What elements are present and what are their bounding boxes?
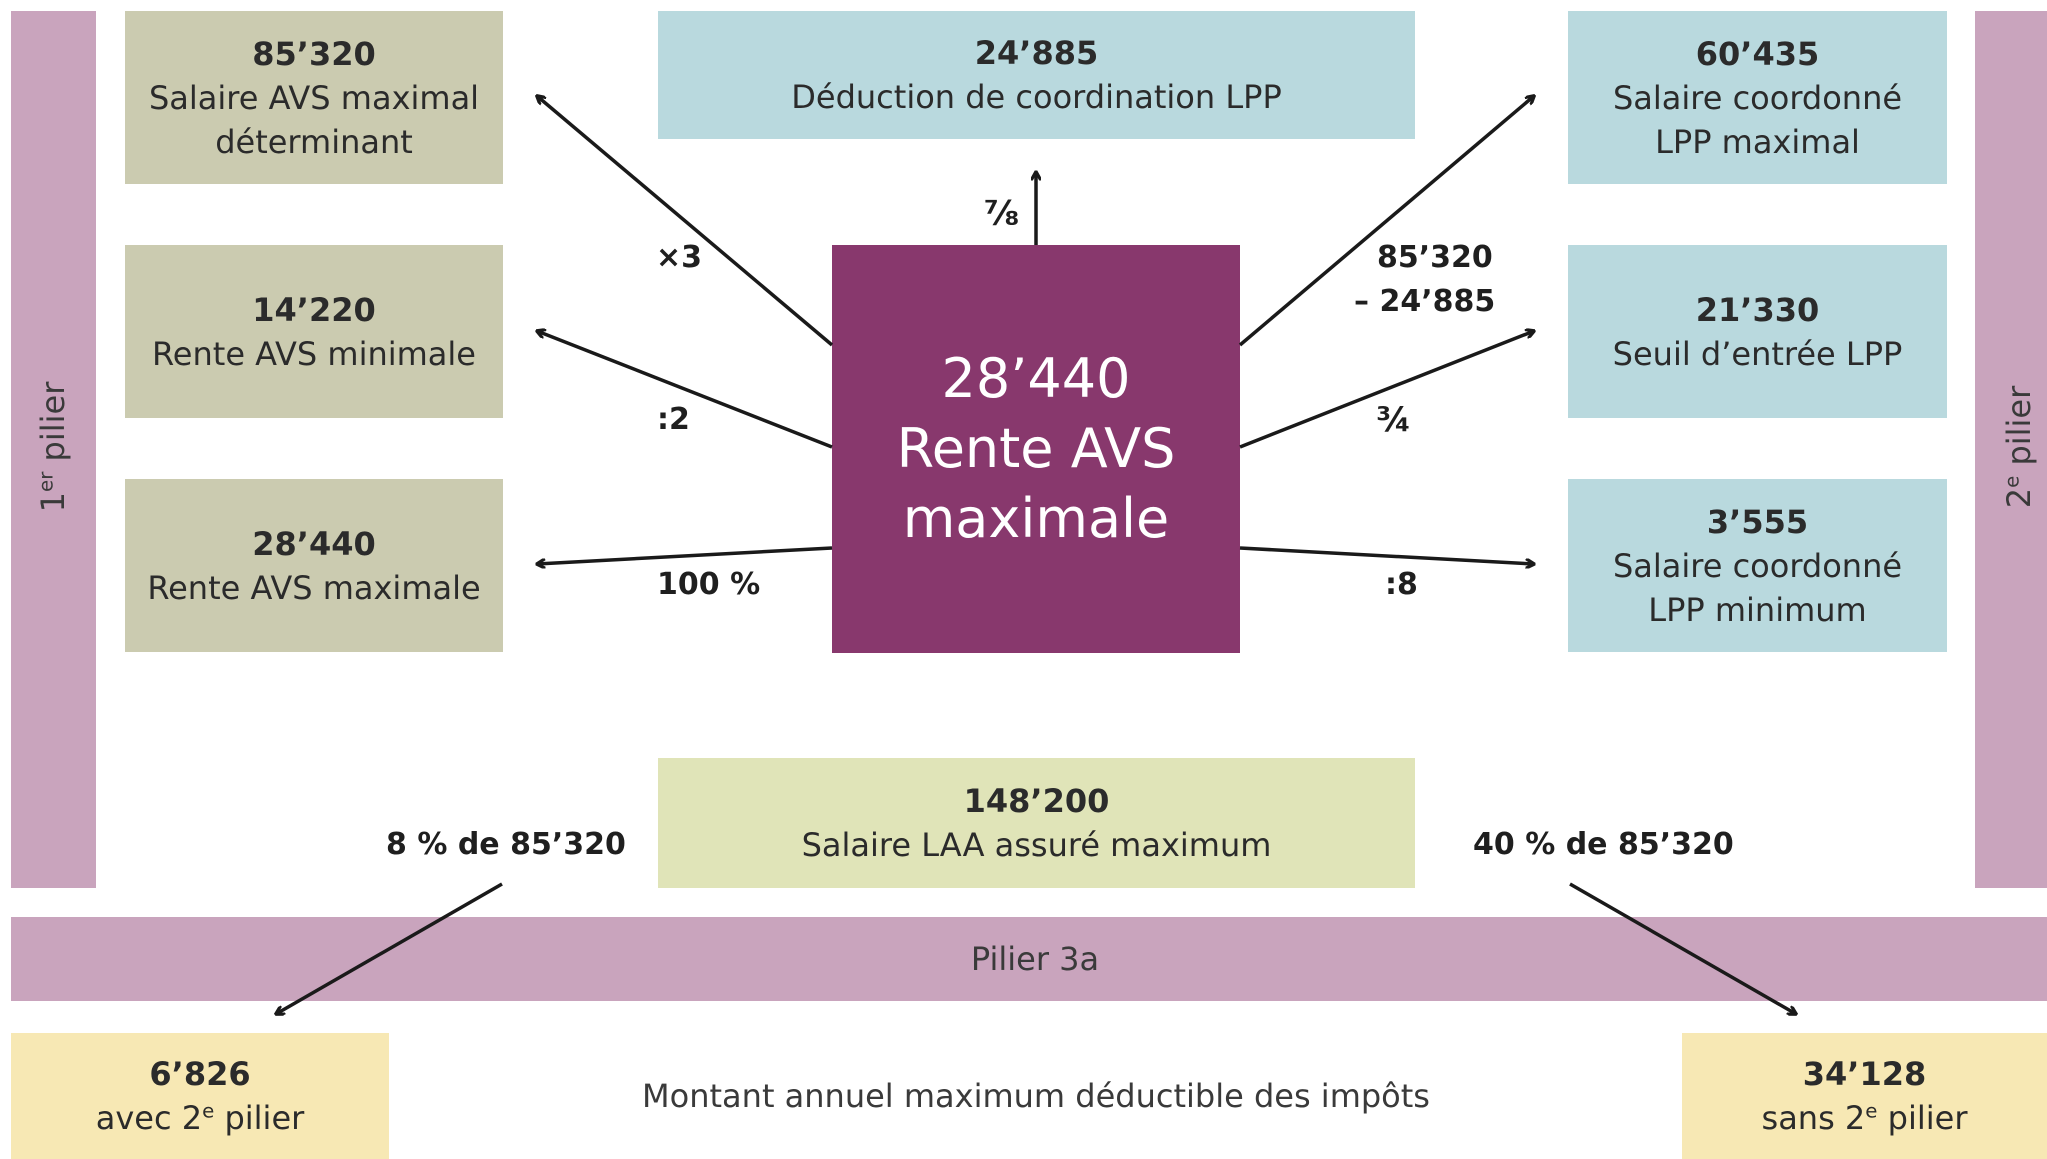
box-value: 24’885	[974, 34, 1099, 72]
second-pillar-bar	[1975, 11, 2047, 888]
center-label: maximale	[902, 487, 1170, 550]
box-deductible-without-2nd-pillar: 34’128 sans 2e pilier	[1682, 1033, 2047, 1159]
box-label: Salaire coordonné	[1612, 546, 1903, 585]
box-label: Salaire LAA assuré maximum	[801, 826, 1272, 864]
operator-minus-line1: 85’320	[1377, 240, 1493, 275]
arrow-to-min-avs-pension	[537, 331, 833, 449]
box-label: avec 2e pilier	[95, 1099, 305, 1137]
box-max-avs-pension: 28’440 Rente AVS maximale	[125, 479, 503, 652]
center-value: 28’440	[941, 347, 1131, 410]
box-deductible-with-2nd-pillar: 6’826 avec 2e pilier	[11, 1033, 389, 1159]
box-label: sans 2e pilier	[1761, 1099, 1968, 1137]
arrow-to-max-coordinated-salary	[1238, 96, 1534, 347]
box-value: 148’200	[963, 782, 1110, 820]
arrow-to-max-avs-salary	[537, 96, 834, 347]
box-value: 28’440	[252, 524, 376, 563]
center-label: Rente AVS	[896, 417, 1176, 480]
operator-divide-2: :2	[657, 402, 690, 437]
box-min-avs-pension: 14’220 Rente AVS minimale	[125, 245, 503, 418]
arrow-to-min-coordinated-salary	[1239, 546, 1534, 564]
box-value: 6’826	[149, 1055, 251, 1093]
box-label: déterminant	[215, 122, 413, 161]
box-value: 21’330	[1695, 290, 1820, 329]
operator-minus-line2: – 24’885	[1354, 284, 1496, 319]
operator-divide-8: :8	[1385, 567, 1418, 602]
box-max-laa-insured-salary: 148’200 Salaire LAA assuré maximum	[658, 758, 1415, 888]
box-label: LPP maximal	[1655, 122, 1860, 161]
operator-times-3: ×3	[656, 240, 703, 275]
box-value: 14’220	[252, 290, 376, 329]
box-max-lpp-coordinated-salary: 60’435 Salaire coordonné LPP maximal	[1568, 11, 1947, 184]
box-value: 85’320	[252, 34, 376, 73]
center-max-avs-pension: 28’440 Rente AVS maximale	[832, 245, 1240, 653]
operator-seven-eighths: ⅞	[984, 194, 1020, 234]
arrow-to-deductible-with-2nd-pillar	[276, 882, 503, 1014]
box-label: Seuil d’entrée LPP	[1612, 334, 1903, 373]
box-label: Salaire AVS maximal	[148, 78, 480, 117]
box-lpp-coordination-deduction: 24’885 Déduction de coordination LPP	[658, 11, 1415, 139]
box-label: Rente AVS maximale	[147, 568, 481, 607]
pillar-3a-label: Pilier 3a	[970, 940, 1100, 978]
arrow-to-max-avs-pension	[537, 546, 833, 564]
box-value: 34’128	[1802, 1055, 1927, 1093]
box-min-lpp-coordinated-salary: 3’555 Salaire coordonné LPP minimum	[1568, 479, 1947, 652]
box-value: 60’435	[1695, 34, 1820, 73]
box-lpp-entry-threshold: 21’330 Seuil d’entrée LPP	[1568, 245, 1947, 418]
operator-100-percent: 100 %	[657, 567, 761, 602]
box-label: LPP minimum	[1648, 590, 1867, 629]
box-label: Rente AVS minimale	[152, 334, 476, 373]
box-max-avs-salary: 85’320 Salaire AVS maximal déterminant	[125, 11, 503, 184]
first-pillar-bar	[11, 11, 96, 888]
box-value: 3’555	[1706, 502, 1809, 541]
box-label: Déduction de coordination LPP	[791, 78, 1282, 116]
operator-8-percent: 8 % de 85’320	[386, 827, 626, 862]
arrow-to-lpp-threshold	[1239, 331, 1534, 449]
operator-three-quarters: ¾	[1376, 400, 1412, 440]
box-label: Salaire coordonné	[1612, 78, 1903, 117]
arrow-to-deductible-without-2nd-pillar	[1569, 882, 1796, 1014]
deductible-caption: Montant annuel maximum déductible des im…	[642, 1077, 1430, 1115]
pillar-3a-bar	[11, 917, 2047, 1001]
operator-40-percent: 40 % de 85’320	[1473, 827, 1734, 862]
